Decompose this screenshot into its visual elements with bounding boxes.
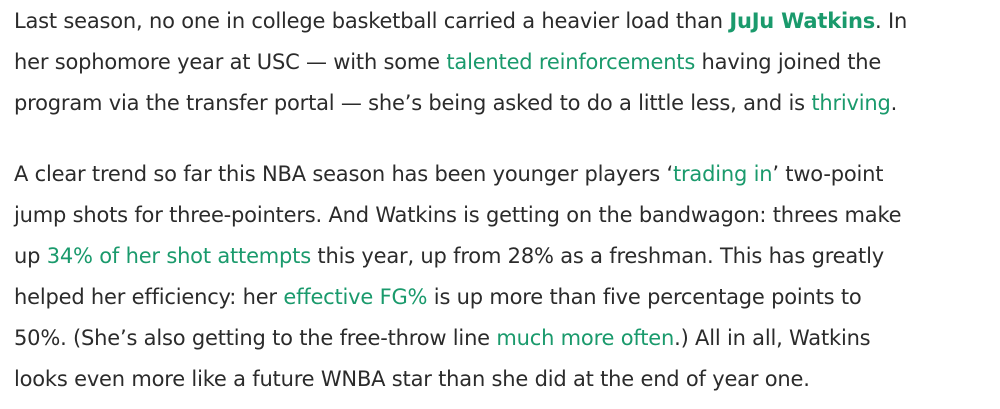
text-segment: up — [14, 244, 47, 268]
text-line: looks even more like a future WNBA star … — [14, 359, 1000, 400]
text-line: program via the transfer portal — she’s … — [14, 83, 1000, 124]
inline-link[interactable]: JuJu Watkins — [729, 9, 876, 33]
text-segment: helped her efficiency: her — [14, 285, 284, 309]
inline-link[interactable]: effective FG% — [283, 285, 428, 309]
inline-link[interactable]: trading in — [672, 162, 773, 186]
inline-link[interactable]: talented reinforcements — [446, 50, 696, 74]
text-segment: is up more than five percentage points t… — [427, 285, 862, 309]
text-line: jump shots for three-pointers. And Watki… — [14, 195, 1000, 236]
text-segment: Last season, no one in college basketbal… — [14, 9, 730, 33]
text-segment: jump shots for three-pointers. And Watki… — [14, 203, 902, 227]
text-segment: ’ two-point — [772, 162, 884, 186]
text-segment: looks even more like a future WNBA star … — [14, 367, 810, 391]
text-segment: .) All in all, Watkins — [674, 326, 871, 350]
inline-link[interactable]: thriving — [811, 91, 891, 115]
text-segment: her sophomore year at USC — with some — [14, 50, 447, 74]
text-line: 50%. (She’s also getting to the free-thr… — [14, 318, 1000, 359]
article-body: Last season, no one in college basketbal… — [14, 0, 1000, 400]
text-segment: . In — [875, 9, 908, 33]
text-segment: . — [890, 91, 898, 115]
inline-link[interactable]: much more often — [496, 326, 675, 350]
text-segment: having joined the — [695, 50, 882, 74]
inline-link[interactable]: 34% of her shot attempts — [46, 244, 311, 268]
text-segment: program via the transfer portal — she’s … — [14, 91, 812, 115]
text-segment: A clear trend so far this NBA season has… — [14, 162, 673, 186]
paragraph: Last season, no one in college basketbal… — [14, 0, 1000, 124]
text-line: her sophomore year at USC — with some ta… — [14, 42, 1000, 83]
text-line: up 34% of her shot attempts this year, u… — [14, 236, 1000, 277]
text-segment: 50%. (She’s also getting to the free-thr… — [14, 326, 497, 350]
text-segment: this year, up from 28% as a freshman. Th… — [310, 244, 884, 268]
text-line: A clear trend so far this NBA season has… — [14, 154, 1000, 195]
text-line: helped her efficiency: her effective FG%… — [14, 277, 1000, 318]
paragraph: A clear trend so far this NBA season has… — [14, 154, 1000, 400]
text-line: Last season, no one in college basketbal… — [14, 1, 1000, 42]
